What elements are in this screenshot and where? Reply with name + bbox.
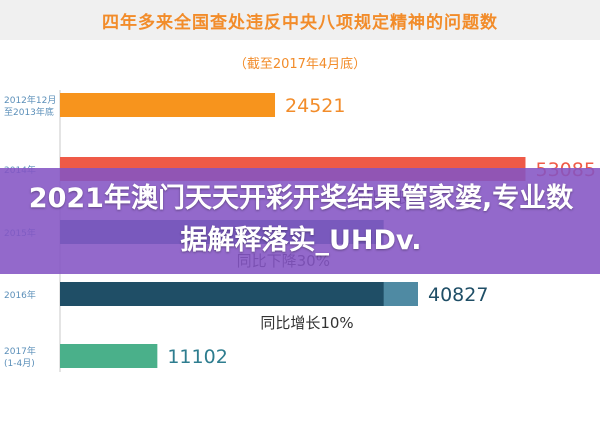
category-label: 2012年12月: [4, 94, 56, 106]
bar: [60, 282, 418, 306]
value-label: 24521: [285, 95, 345, 117]
value-label: 11102: [167, 346, 227, 368]
bar: [60, 93, 276, 117]
header-bar: 四年多来全国查处违反中央八项规定精神的问题数: [0, 0, 600, 40]
value-label: 40827: [428, 284, 488, 306]
bar: [60, 344, 158, 368]
change-note: 同比增长10%: [260, 314, 353, 332]
overlay-banner: 2021年澳门天天开彩开奖结果管家婆,专业数据解释落实_UHDv.: [0, 168, 600, 274]
chart-subtitle: （截至2017年4月底）: [233, 57, 367, 72]
category-label: (1-4月): [4, 358, 35, 369]
category-label: 至2013年底: [4, 106, 54, 118]
banner-text: 2021年澳门天天开彩开奖结果管家婆,专业数据解释落实_UHDv.: [28, 183, 574, 256]
category-label: 2016年: [4, 289, 36, 301]
bar-increase-segment: [383, 282, 418, 306]
chart-title: 四年多来全国查处违反中央八项规定精神的问题数: [102, 13, 498, 33]
category-label: 2017年: [4, 345, 36, 357]
